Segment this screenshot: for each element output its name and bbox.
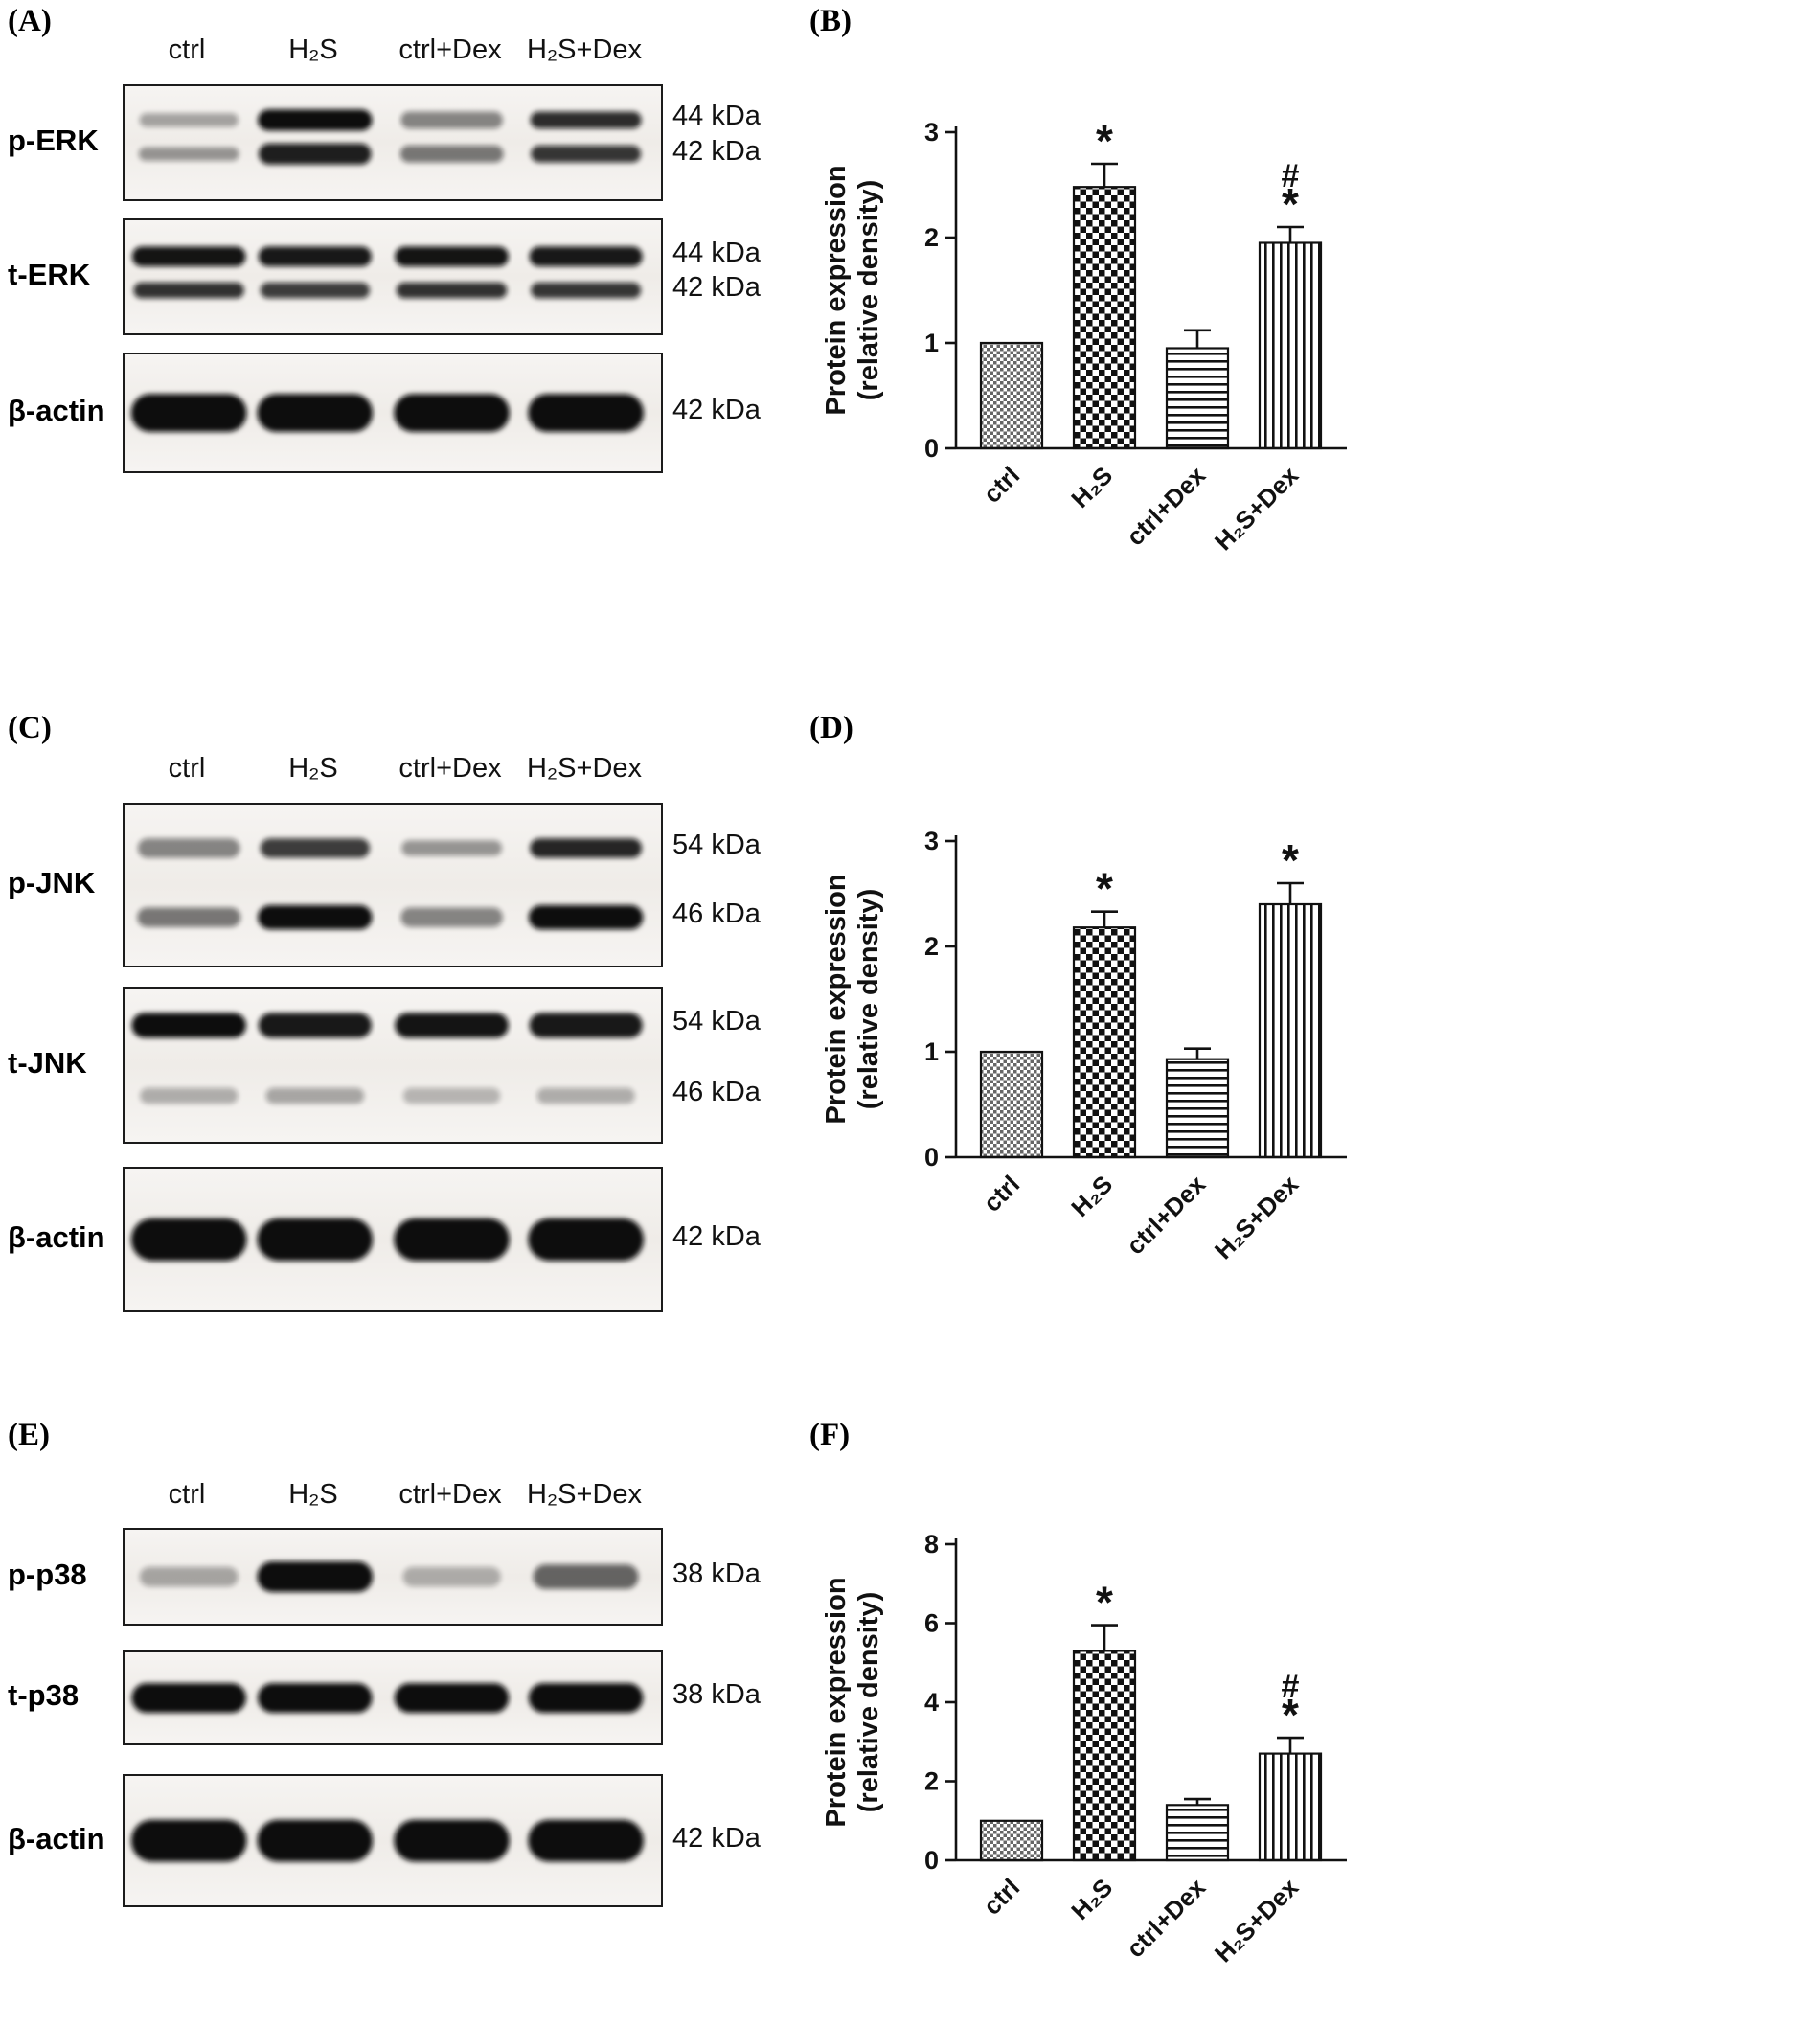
svg-text:2: 2 <box>924 1767 939 1796</box>
svg-text:1: 1 <box>924 329 939 357</box>
svg-text:ctrl+Dex: ctrl+Dex <box>1121 1170 1212 1261</box>
svg-text:6: 6 <box>924 1609 939 1638</box>
kda-label-42: 42 kDa <box>672 395 761 425</box>
svg-text:(relative density): (relative density) <box>853 180 884 400</box>
svg-text:3: 3 <box>924 827 939 855</box>
lane-header-ctrl-dex: ctrl+Dex <box>398 34 502 65</box>
row-label-t-erk: t-ERK <box>8 258 91 291</box>
row-label-t-p38: t-p38 <box>8 1678 80 1712</box>
row-label-b-actin: β-actin <box>8 1220 105 1254</box>
kda-label-54: 54 kDa <box>672 1006 761 1036</box>
lane-header-ctrl-dex: ctrl+Dex <box>398 753 502 784</box>
lane-header-h2s-dex: H₂S+Dex <box>526 1479 643 1510</box>
svg-text:H₂S+Dex: H₂S+Dex <box>1209 1170 1305 1265</box>
svg-text:3: 3 <box>924 118 939 147</box>
lane-header-ctrl: ctrl <box>168 753 206 784</box>
kda-label-42: 42 kDa <box>672 1221 761 1252</box>
svg-text:ctrl: ctrl <box>977 1170 1025 1218</box>
kda-label-54: 54 kDa <box>672 830 761 860</box>
blot-image-t-p38 <box>123 1650 663 1745</box>
panel-label-d: (D) <box>809 711 853 745</box>
svg-text:*: * <box>1282 835 1299 885</box>
panel-label-c: (C) <box>8 711 52 745</box>
panel-label-e: (E) <box>8 1418 50 1452</box>
lane-header-ctrl-dex: ctrl+Dex <box>398 1479 502 1510</box>
svg-text:H₂S: H₂S <box>1065 1170 1118 1222</box>
svg-text:4: 4 <box>924 1688 939 1717</box>
svg-text:1: 1 <box>924 1037 939 1066</box>
kda-label-42: 42 kDa <box>672 272 761 303</box>
blot-image-t-jnk <box>123 987 663 1144</box>
svg-text:ctrl: ctrl <box>977 1873 1025 1921</box>
panel-label-b: (B) <box>809 4 852 38</box>
svg-text:0: 0 <box>924 1846 939 1875</box>
kda-label-44: 44 kDa <box>672 101 761 131</box>
svg-text:2: 2 <box>924 223 939 252</box>
svg-text:H₂S+Dex: H₂S+Dex <box>1209 1873 1305 1969</box>
blot-image-p-jnk <box>123 803 663 967</box>
lane-header-h2s-dex: H₂S+Dex <box>526 34 643 65</box>
svg-text:Protein expression: Protein expression <box>821 1577 852 1827</box>
lane-header-h2s: H₂S <box>288 753 338 784</box>
lane-header-ctrl: ctrl <box>168 1479 206 1510</box>
panel-label-a: (A) <box>8 4 52 38</box>
svg-text:Protein expression: Protein expression <box>821 165 852 415</box>
lane-header-h2s: H₂S <box>288 1479 338 1510</box>
kda-label-42: 42 kDa <box>672 1823 761 1854</box>
svg-text:*: * <box>1096 1578 1113 1628</box>
svg-text:H₂S: H₂S <box>1065 1873 1118 1925</box>
row-label-p-p38: p-p38 <box>8 1558 87 1591</box>
svg-text:ctrl+Dex: ctrl+Dex <box>1121 1873 1212 1964</box>
svg-text:H₂S: H₂S <box>1065 461 1118 513</box>
blot-image-p-p38 <box>123 1528 663 1626</box>
svg-text:ctrl+Dex: ctrl+Dex <box>1121 461 1212 552</box>
row-label-b-actin: β-actin <box>8 394 105 427</box>
svg-text:(relative density): (relative density) <box>853 889 884 1109</box>
svg-text:#: # <box>1282 1669 1300 1705</box>
svg-text:8: 8 <box>924 1530 939 1559</box>
svg-text:*: * <box>1096 116 1113 166</box>
svg-text:(relative density): (relative density) <box>853 1592 884 1812</box>
kda-label-38: 38 kDa <box>672 1559 761 1589</box>
svg-text:0: 0 <box>924 1143 939 1172</box>
blot-image-p-erk <box>123 84 663 201</box>
row-label-b-actin: β-actin <box>8 1822 105 1855</box>
svg-text:Protein expression: Protein expression <box>821 874 852 1124</box>
row-label-p-erk: p-ERK <box>8 124 99 157</box>
blot-image-b-actin <box>123 353 663 473</box>
svg-text:ctrl: ctrl <box>977 461 1025 509</box>
svg-text:*: * <box>1282 1690 1299 1740</box>
kda-label-44: 44 kDa <box>672 238 761 268</box>
panel-label-f: (F) <box>809 1418 851 1452</box>
svg-text:2: 2 <box>924 932 939 961</box>
blot-image-t-erk <box>123 218 663 335</box>
kda-label-42: 42 kDa <box>672 136 761 167</box>
blot-image-b-actin <box>123 1167 663 1312</box>
svg-text:0: 0 <box>924 434 939 463</box>
svg-text:*: * <box>1282 179 1299 229</box>
row-label-p-jnk: p-JNK <box>8 866 96 899</box>
blot-image-b-actin <box>123 1774 663 1907</box>
kda-label-46: 46 kDa <box>672 1077 761 1107</box>
lane-header-h2s-dex: H₂S+Dex <box>526 753 643 784</box>
svg-text:#: # <box>1282 158 1300 194</box>
row-label-t-jnk: t-JNK <box>8 1046 87 1080</box>
kda-label-38: 38 kDa <box>672 1679 761 1710</box>
lane-header-h2s: H₂S <box>288 34 338 65</box>
lane-header-ctrl: ctrl <box>168 34 206 65</box>
kda-label-46: 46 kDa <box>672 899 761 929</box>
svg-text:H₂S+Dex: H₂S+Dex <box>1209 461 1305 557</box>
svg-text:*: * <box>1096 864 1113 914</box>
